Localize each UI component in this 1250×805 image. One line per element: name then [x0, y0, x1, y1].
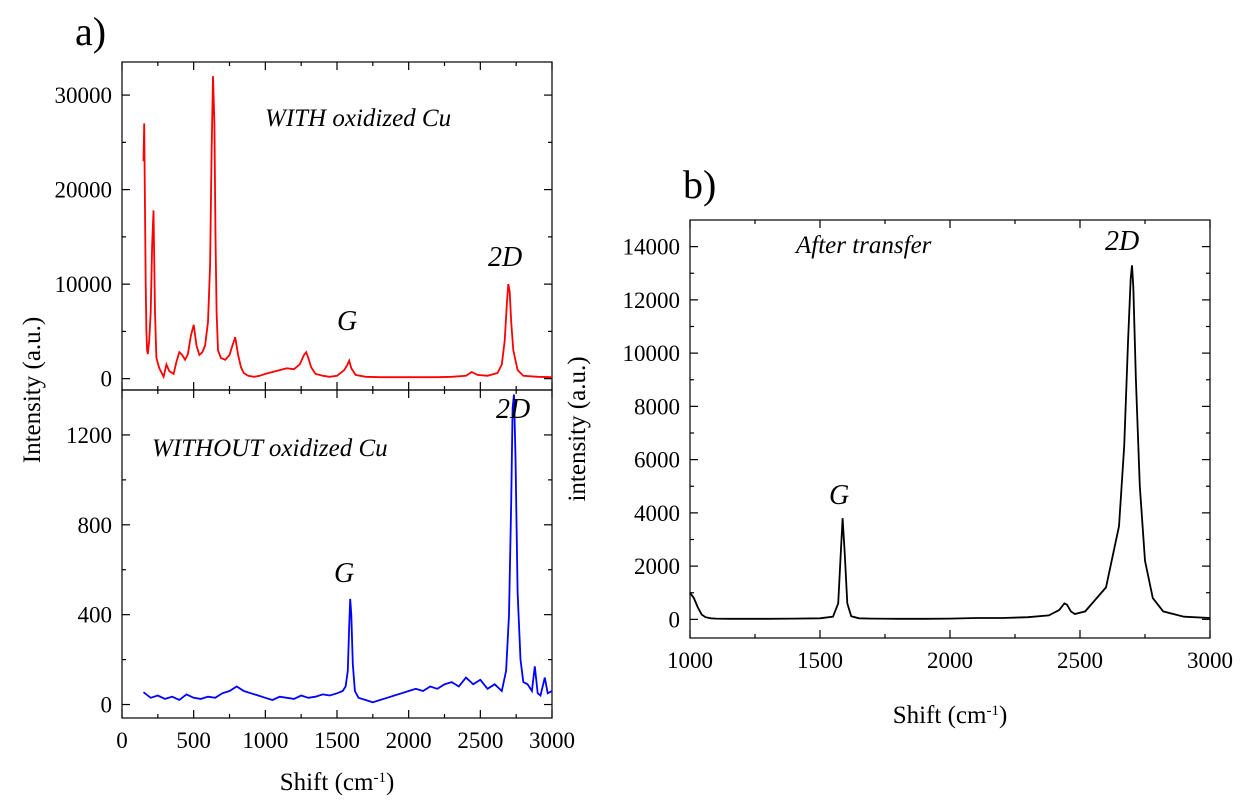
- panel-a-top-annotation: WITH oxidized Cu: [265, 105, 451, 132]
- panel-a-top-spectrum-line: [142, 76, 553, 380]
- x-tick-label: 2000: [927, 648, 973, 673]
- y-tick-label: 1200: [66, 423, 112, 448]
- panel-a-bottom-peak-label-2d: 2D: [496, 394, 530, 425]
- panel-a-top-plot: 0 10000 20000 30000 WITH oxidized Cu G 2D: [55, 61, 553, 392]
- y-tick-label: 0: [101, 693, 113, 718]
- y-tick-label: 6000: [634, 448, 680, 473]
- x-tick-label: 2000: [386, 728, 432, 753]
- y-tick-label: 400: [78, 603, 113, 628]
- y-tick-label: 0: [101, 367, 113, 392]
- x-tick-label: 1500: [797, 648, 843, 673]
- y-tick-label: 4000: [634, 501, 680, 526]
- y-tick-label: 0: [669, 607, 681, 632]
- x-tick-label: 1000: [242, 728, 288, 753]
- panel-b-frame: [689, 219, 1211, 639]
- panel-b-ticks: [689, 220, 1211, 638]
- y-tick-label: 10000: [623, 341, 681, 366]
- panel-a-bottom-tick-labels: 0 500 1000 1500 2000 2500 3000 0 400 800 1200: [66, 423, 575, 753]
- x-tick-label: 0: [116, 728, 128, 753]
- panel-b-peak-label-g: G: [829, 480, 849, 511]
- panel-a-bottom-plot: 0 500 1000 1500 2000 2500 3000 0 400 800 1200 WITH…: [66, 389, 575, 796]
- panel-b-y-axis-title: intensity (a.u.): [564, 356, 591, 501]
- panel-a-bottom-peak-label-g: G: [334, 558, 354, 589]
- panel-a-bottom-annotation: WITHOUT oxidized Cu: [152, 435, 388, 462]
- x-tick-label: 1000: [667, 648, 713, 673]
- panel-b-annotation: After transfer: [794, 232, 932, 259]
- y-tick-label: 2000: [634, 554, 680, 579]
- panel-b-x-axis-title: Shift (cm-1): [893, 702, 1008, 729]
- x-tick-label: 2500: [1057, 648, 1103, 673]
- panel-a-top-peak-label-2d: 2D: [488, 242, 522, 273]
- panel-a-bottom-ticks: [121, 390, 553, 718]
- y-tick-label: 30000: [55, 83, 113, 108]
- panel-b-spectrum-line: [689, 265, 1211, 620]
- panel-label-a: a): [75, 9, 106, 54]
- panel-label-b: b): [683, 162, 716, 207]
- panel-a-top-peak-label-g: G: [337, 306, 357, 337]
- panel-a-bottom-spectrum-line: [142, 394, 553, 704]
- panel-b-tick-labels: 1000 1500 2000 2500 3000 0 2000 4000 6000 8000 100…: [623, 235, 1234, 673]
- y-tick-label: 8000: [634, 394, 680, 419]
- panel-b-peak-label-2d: 2D: [1105, 226, 1139, 257]
- x-tick-label: 3000: [529, 728, 575, 753]
- x-tick-label: 2500: [457, 728, 503, 753]
- x-tick-label: 1500: [314, 728, 360, 753]
- y-tick-label: 10000: [55, 272, 113, 297]
- y-tick-label: 20000: [55, 178, 113, 203]
- panel-a-y-axis-title: Intensity (a.u.): [19, 317, 46, 463]
- panel-a-top-tick-labels: 0 10000 20000 30000: [55, 83, 113, 392]
- y-tick-label: 800: [78, 513, 113, 538]
- x-tick-label: 3000: [1187, 648, 1233, 673]
- panel-a-x-axis-title: Shift (cm-1): [280, 769, 395, 796]
- panel-b-plot: 1000 1500 2000 2500 3000 0 2000 4000 6000 8000 100…: [623, 219, 1234, 729]
- y-tick-label: 12000: [623, 288, 681, 313]
- x-tick-label: 500: [176, 728, 211, 753]
- panel-a-top-ticks: [121, 62, 553, 390]
- y-tick-label: 14000: [623, 235, 681, 260]
